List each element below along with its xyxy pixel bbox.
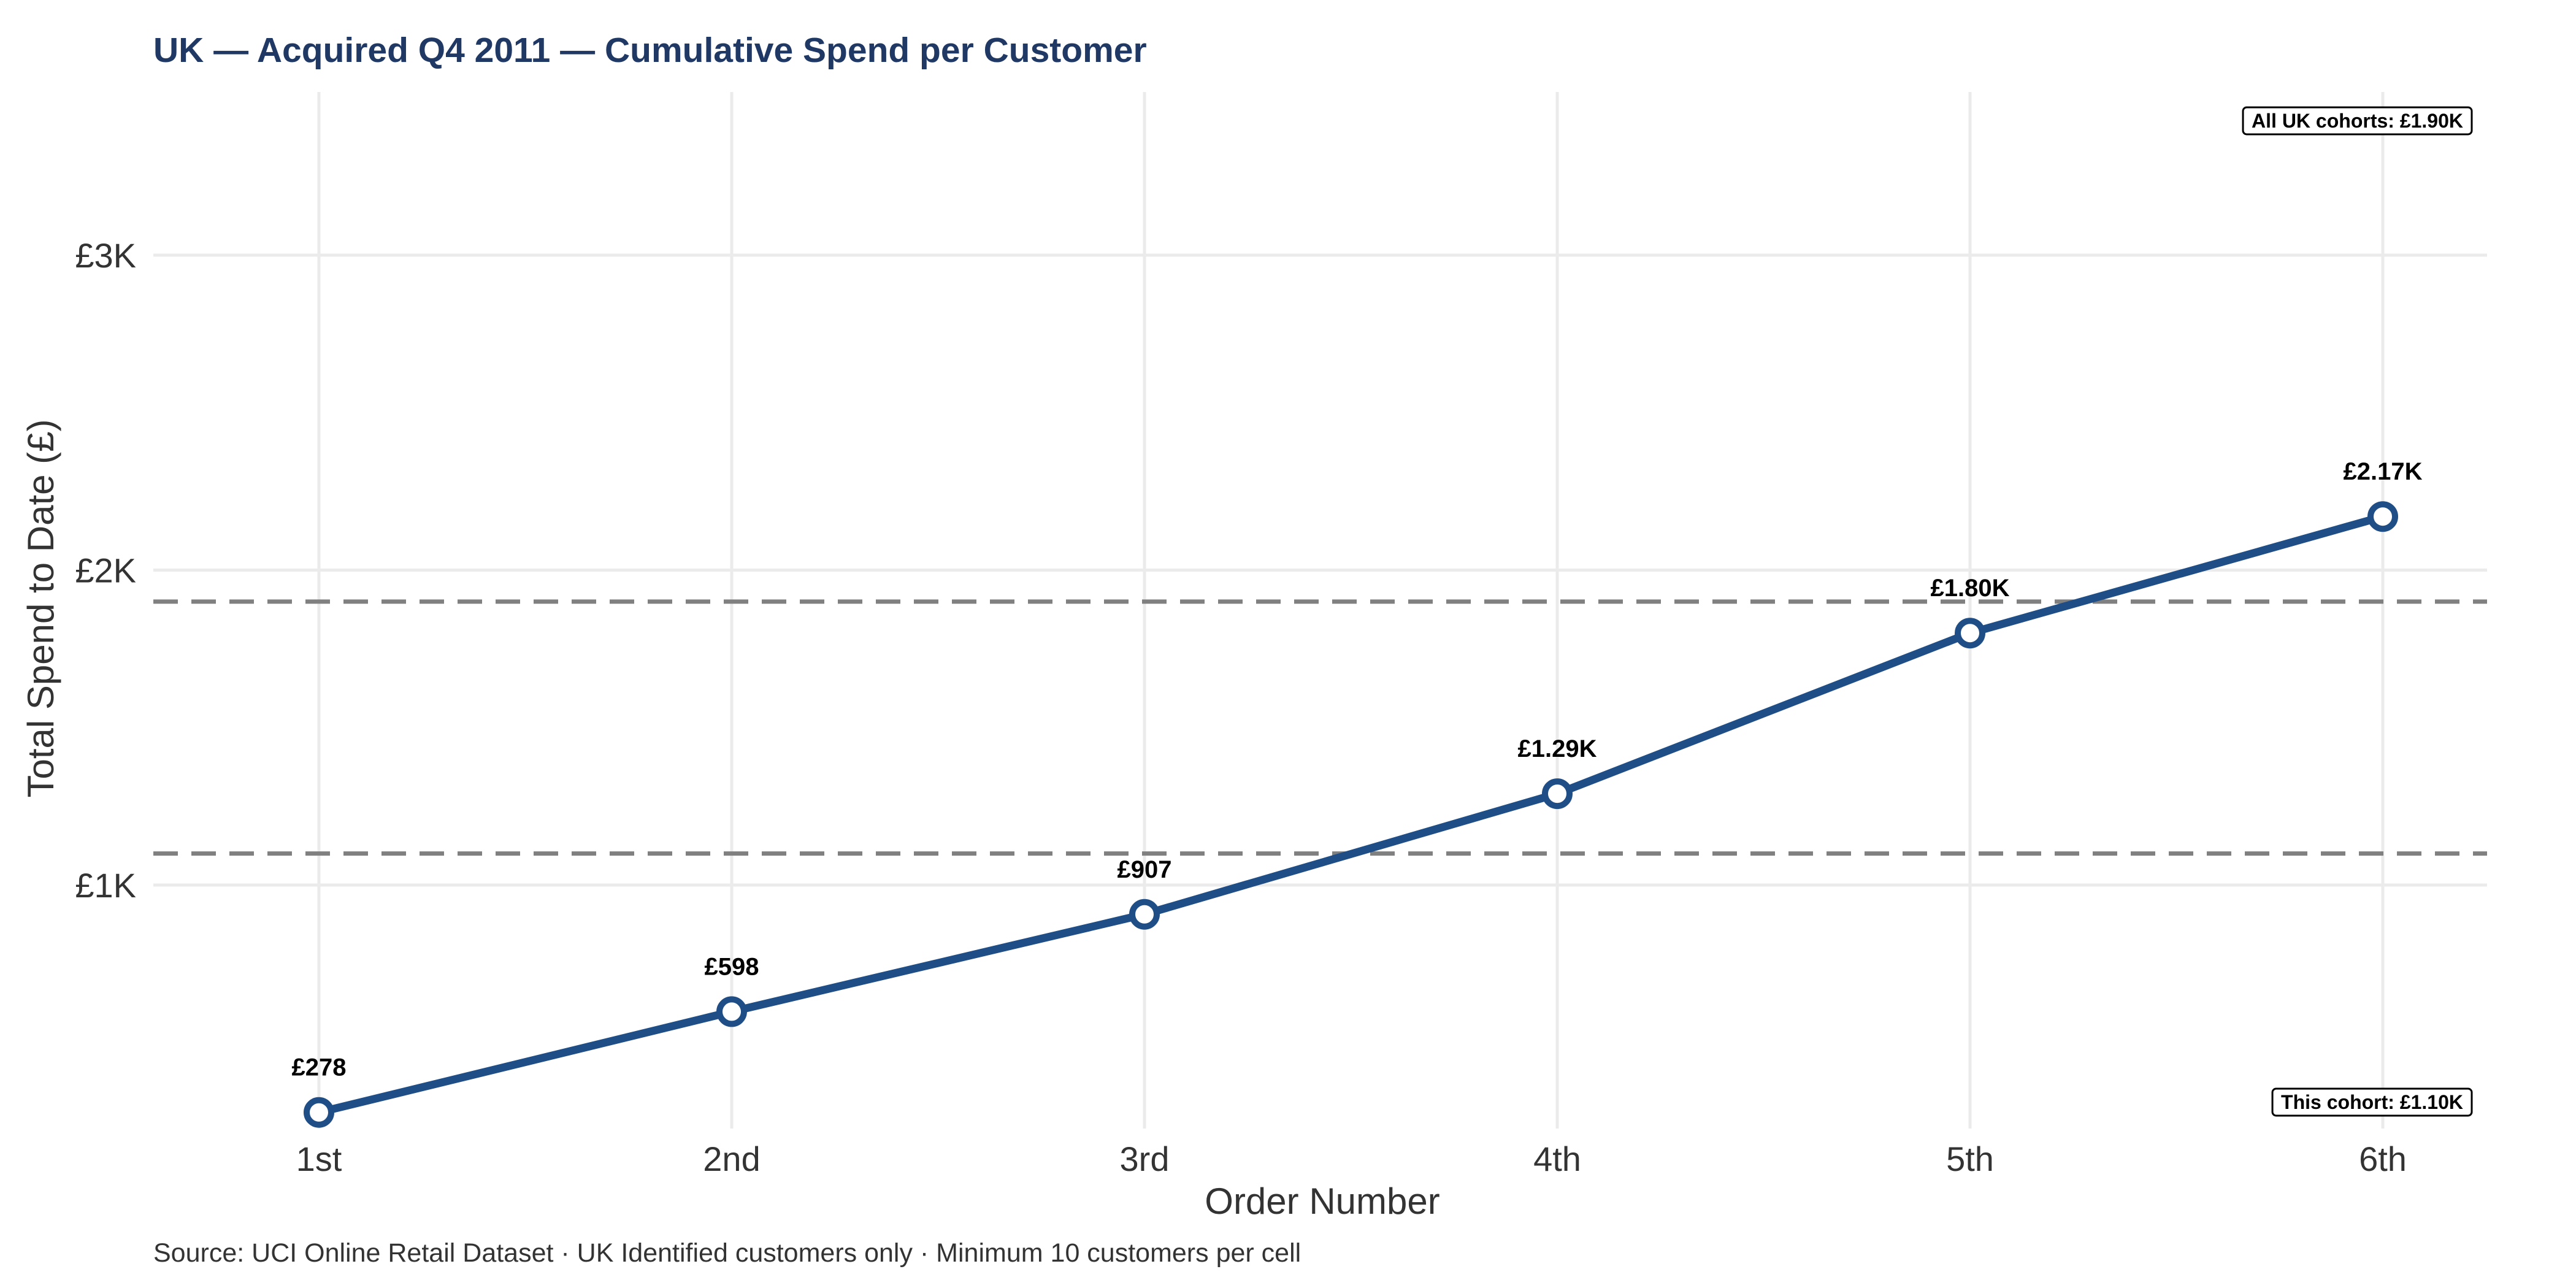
data-point (1955, 618, 1985, 649)
chart-title: UK — Acquired Q4 2011 — Cumulative Spend… (153, 31, 1147, 70)
data-point (304, 1097, 334, 1128)
data-labels: £278 £598 £907 £1.29K £1.80K £2.17K (292, 458, 2423, 1081)
data-label: £1.29K (1518, 735, 1597, 762)
series-line (315, 512, 2387, 1117)
data-point (716, 996, 747, 1027)
reference-label-box (2271, 1087, 2473, 1117)
y-axis-ticks: £1K £2K £3K (75, 236, 136, 905)
data-point (2367, 501, 2398, 532)
data-label: £2.17K (2344, 458, 2423, 485)
chart-caption: Source: UCI Online Retail Dataset · UK I… (153, 1238, 1301, 1268)
reference-label-box (2242, 106, 2473, 136)
x-tick-label: 2nd (703, 1140, 760, 1178)
x-axis-ticks: 1st 2nd 3rd 4th 5th 6th (296, 1140, 2407, 1178)
data-label: £907 (1117, 856, 1172, 883)
x-tick-label: 4th (1533, 1140, 1581, 1178)
data-point (1542, 778, 1573, 810)
reference-lines: All UK cohorts: £1.90K This cohort: £1.10… (153, 106, 2487, 1117)
data-label: £1.80K (1931, 575, 2010, 602)
y-tick-label: £1K (75, 866, 136, 905)
data-label: £278 (292, 1054, 347, 1081)
y-tick-label: £2K (75, 551, 136, 590)
data-point (1129, 899, 1160, 930)
reference-label: This cohort: £1.10K (2271, 1087, 2473, 1117)
data-points (304, 501, 2398, 1128)
y-axis-title: Total Spend to Date (£) (20, 419, 61, 797)
x-axis-title: Order Number (1205, 1181, 1439, 1222)
x-tick-label: 3rd (1120, 1140, 1170, 1178)
y-tick-label: £3K (75, 236, 136, 275)
x-tick-label: 6th (2359, 1140, 2407, 1178)
reference-label: All UK cohorts: £1.90K (2242, 106, 2473, 136)
reference-label-text: All UK cohorts: £1.90K (2252, 110, 2463, 132)
x-tick-label: 5th (1946, 1140, 1994, 1178)
series-line-group (315, 512, 2387, 1117)
x-tick-label: 1st (296, 1140, 342, 1178)
reference-label-text: This cohort: £1.10K (2281, 1091, 2463, 1113)
grid (153, 92, 2487, 1129)
data-label: £598 (705, 953, 759, 980)
